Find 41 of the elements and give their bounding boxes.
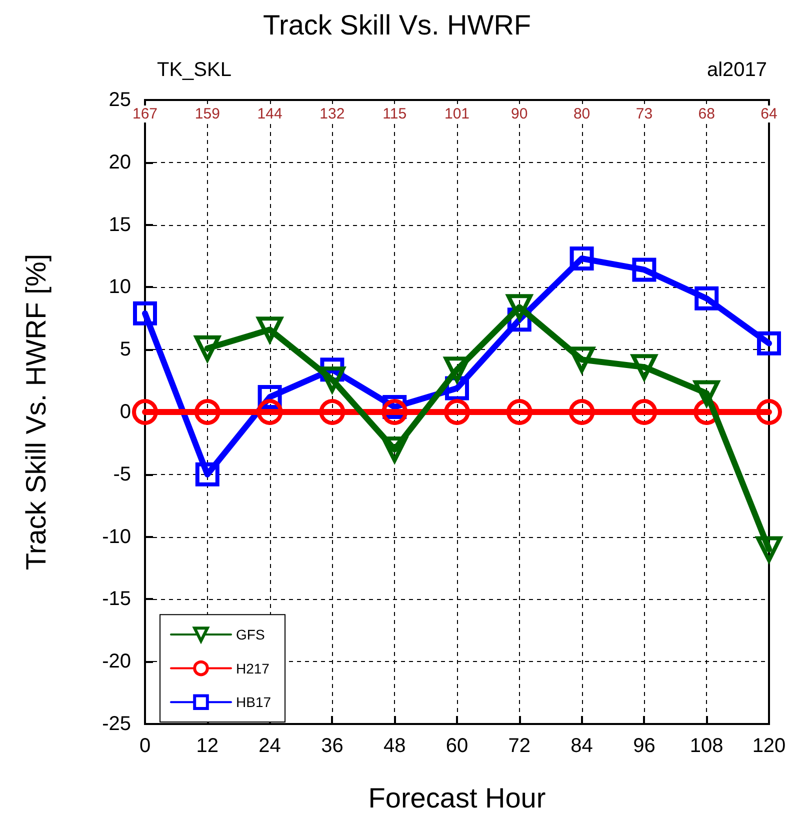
x-tick-label: 0 bbox=[139, 735, 151, 757]
x-tick-label: 12 bbox=[196, 735, 219, 757]
x-tick-label: 36 bbox=[321, 735, 344, 757]
annotation: 144 bbox=[257, 106, 282, 122]
y-tick-label: 0 bbox=[120, 401, 131, 423]
x-tick-label: 60 bbox=[446, 735, 468, 757]
annotation: 80 bbox=[573, 106, 590, 122]
annotation: 115 bbox=[382, 106, 407, 122]
annotation: 64 bbox=[760, 106, 778, 122]
text: TK_SKL bbox=[157, 59, 232, 81]
x-tick-label: 96 bbox=[633, 735, 656, 757]
x-tick-label: 24 bbox=[258, 735, 281, 757]
y-tick-label: 5 bbox=[120, 338, 131, 361]
y-tick-label: 15 bbox=[108, 214, 131, 236]
x-tick-label: 84 bbox=[570, 735, 593, 757]
annotation: 159 bbox=[194, 106, 220, 122]
annotation: 68 bbox=[698, 106, 715, 122]
y-tick-label: -5 bbox=[113, 463, 131, 486]
y-tick-label: -20 bbox=[102, 650, 131, 673]
chart-title: Track Skill Vs. HWRF bbox=[262, 10, 532, 40]
y-tick-label: -25 bbox=[102, 713, 131, 735]
annotation: 132 bbox=[320, 106, 345, 122]
text: al2017 bbox=[706, 59, 768, 81]
x-axis-title: Forecast Hour bbox=[368, 782, 546, 814]
x-tick-label: 72 bbox=[508, 735, 531, 757]
x-tick-label: 48 bbox=[383, 735, 406, 757]
x-tick-label: 108 bbox=[690, 735, 724, 757]
annotation: 73 bbox=[636, 106, 653, 122]
annotation: 90 bbox=[511, 106, 528, 122]
annotation: 167 bbox=[132, 106, 158, 122]
y-tick-label: 20 bbox=[108, 151, 131, 174]
y-tick-label: 25 bbox=[108, 89, 131, 111]
y-tick-label: -15 bbox=[102, 588, 131, 610]
legend-label: HB17 bbox=[236, 694, 272, 710]
legend-label: H217 bbox=[236, 660, 270, 676]
annotation: 101 bbox=[444, 106, 470, 122]
y-tick-label: 10 bbox=[108, 276, 131, 298]
legend-label: GFS bbox=[236, 626, 265, 642]
y-axis-title: Track Skill Vs. HWRF [%] bbox=[20, 254, 52, 570]
y-tick-label: -10 bbox=[102, 526, 131, 548]
x-tick-label: 120 bbox=[752, 735, 786, 757]
